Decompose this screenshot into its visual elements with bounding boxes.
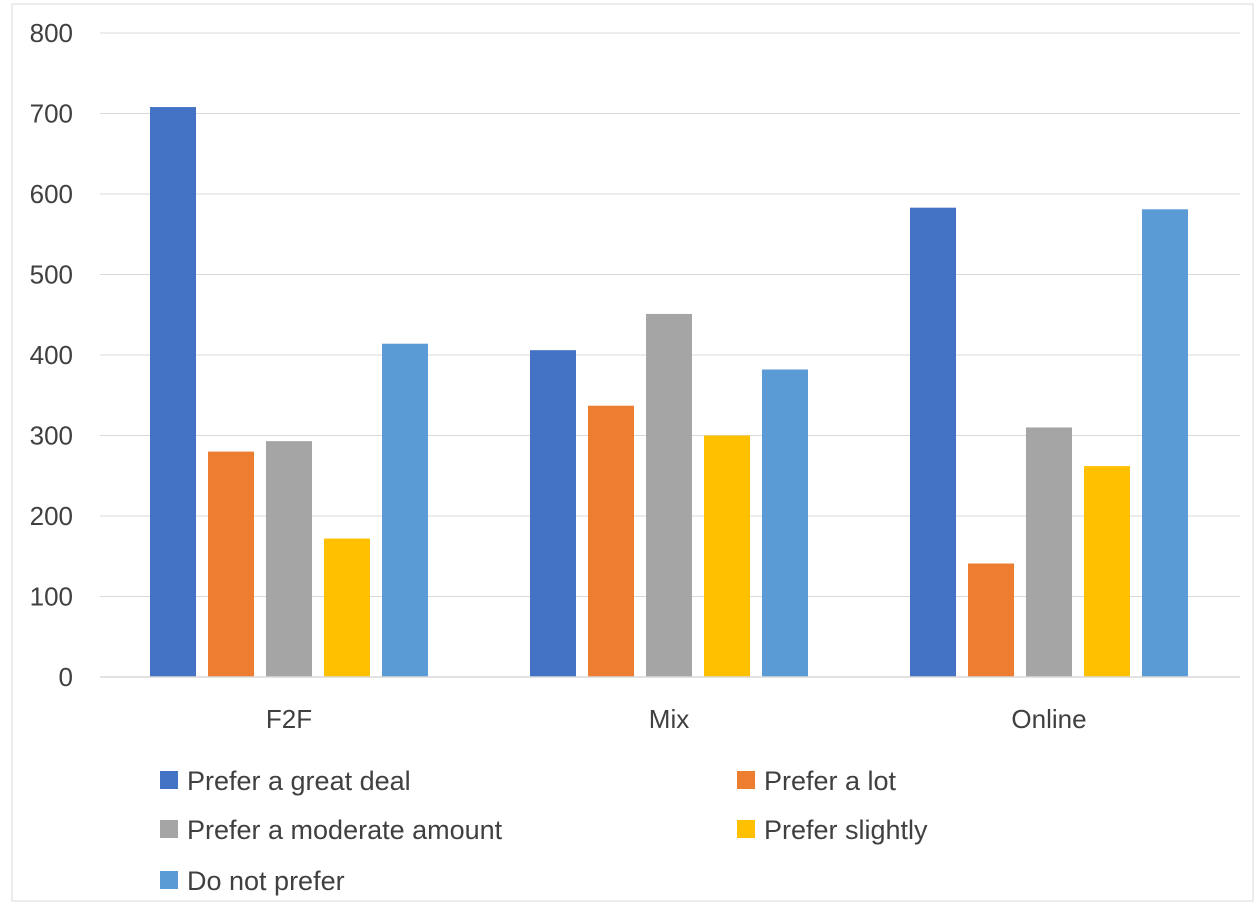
bar-f2f-series-5 bbox=[382, 343, 428, 677]
bar-online-series-2 bbox=[968, 563, 1014, 677]
y-axis: 0 100 200 300 400 500 600 700 800 bbox=[30, 18, 73, 692]
legend: Prefer a great deal Prefer a lot Prefer a … bbox=[160, 766, 928, 896]
bar-mix-series-1 bbox=[530, 350, 576, 677]
y-tick-label: 800 bbox=[30, 18, 73, 48]
x-tick-label: Mix bbox=[649, 704, 689, 734]
legend-label: Prefer slightly bbox=[764, 815, 928, 845]
bar-f2f-series-1 bbox=[150, 107, 196, 677]
bar-online-series-1 bbox=[910, 207, 956, 677]
bar-f2f-series-3 bbox=[266, 441, 312, 677]
bar-online-series-4 bbox=[1084, 466, 1130, 677]
bar-mix-series-3 bbox=[646, 313, 692, 677]
legend-label: Prefer a lot bbox=[764, 766, 897, 796]
legend-swatch bbox=[160, 820, 178, 838]
bar-online-series-3 bbox=[1026, 427, 1072, 677]
bar-mix-series-5 bbox=[762, 369, 808, 677]
y-tick-label: 0 bbox=[59, 662, 73, 692]
legend-swatch bbox=[737, 771, 755, 789]
y-tick-label: 200 bbox=[30, 501, 73, 531]
bar-online-series-5 bbox=[1142, 209, 1188, 678]
x-tick-label: Online bbox=[1011, 704, 1086, 734]
y-tick-label: 700 bbox=[30, 99, 73, 129]
legend-label: Prefer a moderate amount bbox=[187, 815, 503, 845]
legend-label: Prefer a great deal bbox=[187, 766, 411, 796]
bar-f2f-series-4 bbox=[324, 538, 370, 677]
chart-border bbox=[11, 3, 1254, 902]
y-tick-label: 600 bbox=[30, 179, 73, 209]
y-tick-label: 300 bbox=[30, 421, 73, 451]
y-tick-label: 500 bbox=[30, 260, 73, 290]
legend-label: Do not prefer bbox=[187, 866, 345, 896]
y-tick-label: 100 bbox=[30, 582, 73, 612]
legend-swatch bbox=[160, 871, 178, 889]
bars bbox=[150, 107, 1188, 678]
bar-mix-series-2 bbox=[588, 405, 634, 677]
x-axis: F2F Mix Online bbox=[100, 676, 1240, 734]
legend-swatch bbox=[737, 820, 755, 838]
legend-swatch bbox=[160, 771, 178, 789]
x-tick-label: F2F bbox=[266, 704, 312, 734]
bar-f2f-series-2 bbox=[208, 451, 254, 677]
y-tick-label: 400 bbox=[30, 340, 73, 370]
bar-mix-series-4 bbox=[704, 435, 750, 677]
